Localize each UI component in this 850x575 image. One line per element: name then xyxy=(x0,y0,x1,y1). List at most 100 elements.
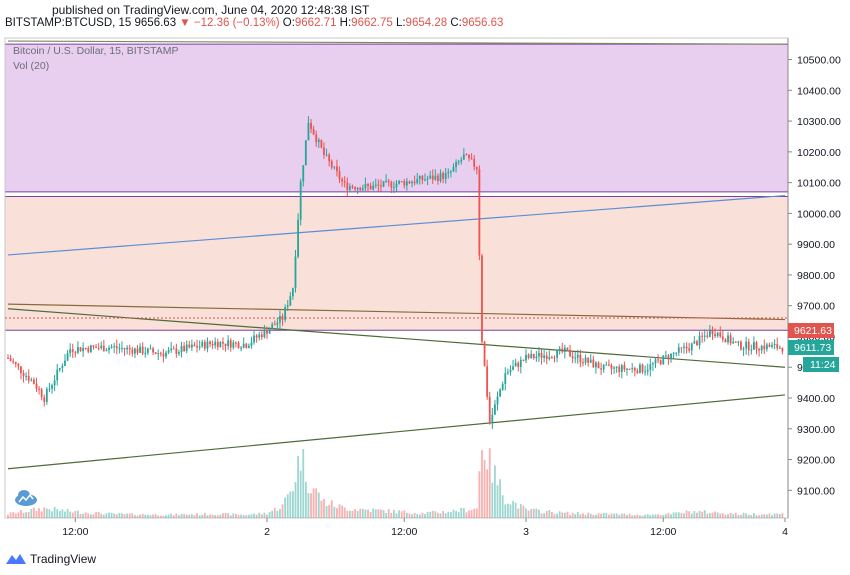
y-tick-label: 9300.00 xyxy=(797,424,835,436)
candle-body xyxy=(227,340,230,346)
candle-body xyxy=(77,347,79,353)
candle-body xyxy=(190,344,193,348)
candle-body xyxy=(178,352,180,354)
volume-bar xyxy=(289,491,292,518)
volume-bar xyxy=(478,471,481,518)
volume-bar xyxy=(455,511,457,518)
candle-body xyxy=(491,414,494,423)
volume-bar xyxy=(589,513,592,518)
volume-bar xyxy=(235,514,237,518)
trend-line-3[interactable] xyxy=(7,303,786,321)
candle-body xyxy=(558,348,561,350)
candle-body xyxy=(198,346,201,348)
volume-bar xyxy=(449,512,452,518)
volume-bar xyxy=(336,508,338,518)
volume-bar xyxy=(778,514,781,518)
volume-bar xyxy=(307,493,310,518)
volume-bar xyxy=(66,508,69,518)
volume-bar xyxy=(716,512,719,518)
candle-body xyxy=(66,352,69,361)
candle-body xyxy=(693,341,696,344)
volume-bar xyxy=(672,512,675,518)
candle-body xyxy=(424,179,426,181)
volume-bar xyxy=(260,514,263,518)
candle-body xyxy=(499,389,502,397)
candle-body xyxy=(113,346,116,348)
candle-body xyxy=(27,375,30,381)
candle-body xyxy=(20,366,22,374)
candle-body xyxy=(626,368,628,370)
candle-body xyxy=(496,396,499,405)
volume-bar xyxy=(224,512,227,518)
volume-bar xyxy=(45,508,48,518)
tradingview-brand[interactable]: TradingView xyxy=(6,552,96,566)
cloud-icon[interactable] xyxy=(15,490,37,506)
candle-body xyxy=(563,347,566,352)
candle-body xyxy=(540,352,543,358)
candle-body xyxy=(444,173,447,179)
candle-body xyxy=(457,161,460,163)
candle-body xyxy=(696,341,698,346)
volume-bar xyxy=(343,507,346,518)
volume-bar xyxy=(51,511,53,518)
trend-line-1[interactable] xyxy=(7,40,786,45)
candle-body xyxy=(742,348,745,350)
volume-bar xyxy=(613,513,615,518)
last-price-tag-text: 9621.63 xyxy=(794,325,832,337)
brand-name: TradingView xyxy=(30,552,97,566)
candle-body xyxy=(641,364,644,373)
candle-body xyxy=(475,166,478,170)
price-axis[interactable]: 10500.00 10400.00 10300.00 10200.00 10100.00… xyxy=(787,38,841,518)
volume-bar xyxy=(258,512,261,518)
candle-body xyxy=(530,353,533,358)
candle-body xyxy=(51,385,53,389)
candle-body xyxy=(123,348,126,350)
candle-body xyxy=(276,322,279,325)
volume-bar xyxy=(532,508,535,518)
candle-body xyxy=(714,334,716,336)
volume-bar xyxy=(745,513,748,518)
candle-body xyxy=(346,182,349,190)
volume-bar xyxy=(367,509,369,518)
candle-body xyxy=(38,388,40,390)
volume-bar xyxy=(727,514,729,518)
time-axis[interactable]: 12:00 2 12:00 3 12:00 4 xyxy=(62,518,788,538)
candle-body xyxy=(532,353,535,359)
bid-price-tag-text: 9611.73 xyxy=(794,342,831,354)
candle-body xyxy=(768,344,771,347)
candle-body xyxy=(229,340,232,348)
candle-body xyxy=(522,359,525,361)
volume-bar xyxy=(165,515,167,518)
volume-bar xyxy=(374,509,377,518)
candle-body xyxy=(672,353,675,355)
candle-body xyxy=(758,349,761,351)
volume-bar xyxy=(395,513,398,518)
candle-body xyxy=(646,369,649,372)
volume-bar xyxy=(610,513,613,518)
candle-body xyxy=(216,341,219,348)
x-tick-label: 12:00 xyxy=(391,526,417,538)
candle-body xyxy=(242,343,245,348)
candle-body xyxy=(7,358,9,359)
volume-bar xyxy=(211,514,214,518)
volume-bar xyxy=(711,512,714,518)
candle-body xyxy=(662,355,665,365)
volume-bar xyxy=(408,513,411,518)
y-tick-label: 9200.00 xyxy=(797,455,835,467)
candle-body xyxy=(579,354,582,363)
candle-body xyxy=(328,154,331,162)
volume-bar xyxy=(592,514,595,518)
open-value: 9662.71 xyxy=(294,17,337,29)
candle-body xyxy=(71,349,74,352)
trend-line-2[interactable] xyxy=(7,194,786,256)
trend-line-5[interactable] xyxy=(7,394,786,470)
candle-body xyxy=(393,187,395,189)
candle-body xyxy=(263,329,266,338)
volume-bar xyxy=(714,511,716,518)
volume-bar xyxy=(729,513,732,518)
trend-lines[interactable] xyxy=(5,40,788,470)
candle-body xyxy=(649,364,652,370)
candle-body xyxy=(9,358,12,361)
candle-body xyxy=(685,346,688,349)
